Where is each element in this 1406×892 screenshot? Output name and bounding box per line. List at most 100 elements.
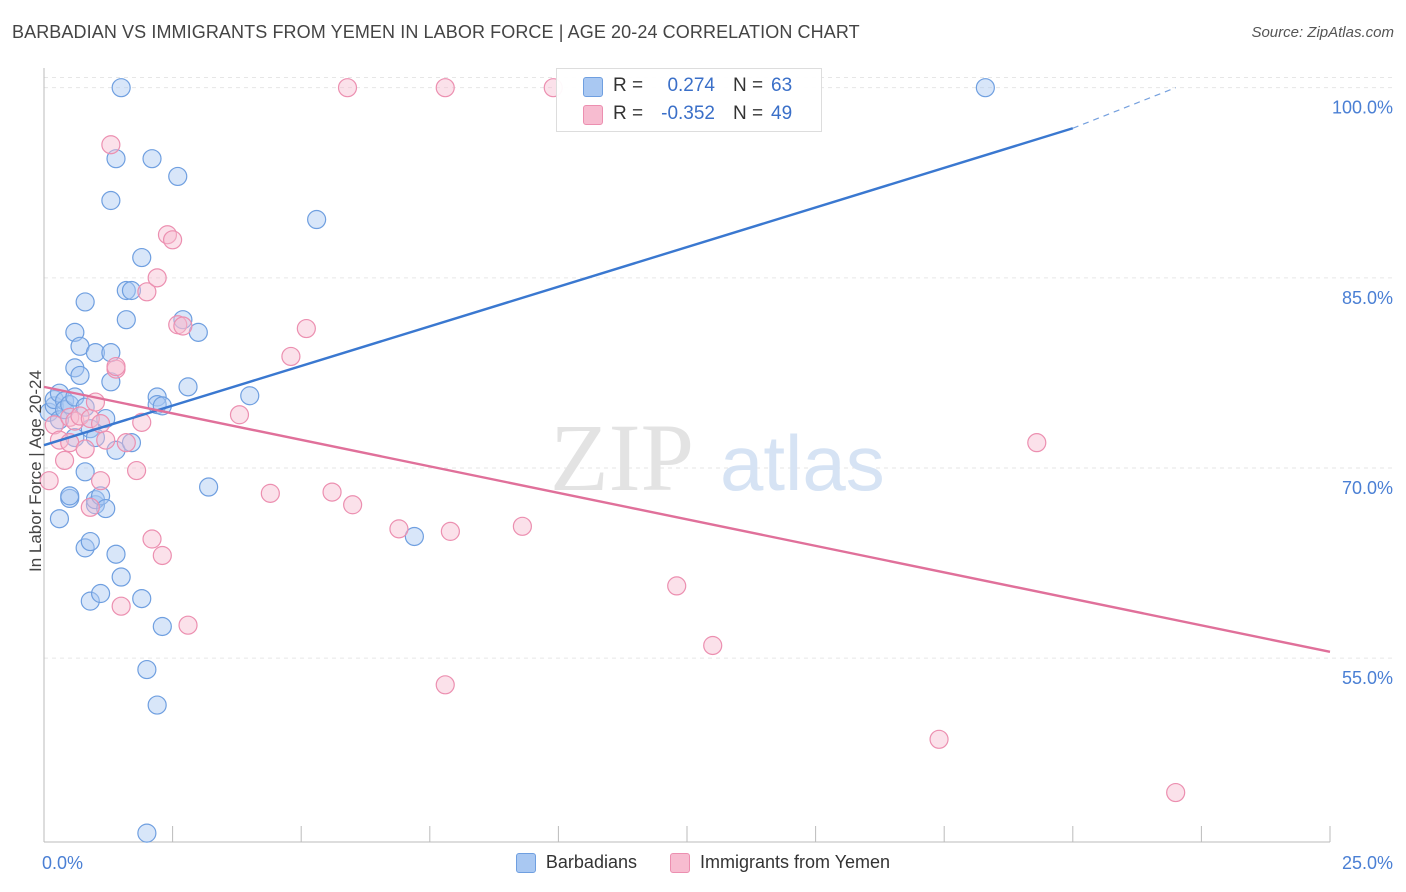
- point-s1-47: [1166, 782, 1186, 803]
- point-s1-44: [703, 635, 723, 656]
- point-s1-46: [1027, 433, 1047, 453]
- point-s0-48: [147, 695, 167, 715]
- legend-item-yemen[interactable]: Immigrants from Yemen: [670, 852, 890, 873]
- watermark: ZIP atlas: [550, 404, 885, 511]
- point-s1-20: [132, 412, 152, 432]
- watermark-atlas: atlas: [720, 419, 885, 507]
- point-s0-26: [90, 583, 111, 604]
- tick-labels: 55.0% 70.0% 85.0% 100.0% 0.0% 25.0%: [42, 98, 1393, 873]
- point-s1-10: [80, 497, 100, 517]
- r-label: R =: [613, 103, 644, 124]
- point-s1-39: [435, 675, 455, 695]
- point-s0-5: [49, 509, 70, 529]
- point-s1-19: [126, 460, 147, 481]
- point-s1-34: [322, 482, 342, 502]
- data-points: [39, 78, 1186, 843]
- point-s0-41: [132, 588, 152, 609]
- legend-item-barbadians[interactable]: Barbadians: [515, 852, 637, 873]
- point-s1-32: [281, 346, 301, 367]
- point-s0-50: [168, 166, 188, 187]
- point-s1-22: [142, 529, 162, 549]
- point-s0-15: [70, 365, 90, 386]
- x-tick-label-0: 0.0%: [42, 853, 83, 873]
- point-s1-40: [440, 521, 460, 541]
- y-tick-label-2: 85.0%: [1342, 288, 1393, 308]
- trend-line-s1: [43, 385, 1331, 654]
- point-s1-33: [296, 318, 316, 339]
- point-s0-42: [132, 247, 152, 268]
- point-s1-35: [337, 78, 358, 98]
- watermark-zip: ZIP: [550, 404, 694, 511]
- stats-swatch-yemen: [583, 105, 603, 125]
- point-s1-8: [75, 439, 95, 459]
- point-s0-10: [60, 486, 80, 506]
- legend-label-yemen: Immigrants from Yemen: [700, 852, 891, 872]
- point-s0-0: [39, 402, 59, 422]
- point-s1-29: [178, 615, 198, 635]
- point-s1-3: [54, 450, 75, 471]
- legend-swatch-yemen: [670, 852, 690, 873]
- point-s0-46: [147, 387, 167, 407]
- point-s1-26: [163, 230, 183, 250]
- point-s0-35: [111, 78, 131, 98]
- r-value: -0.352: [661, 103, 715, 124]
- trend-lines: [43, 87, 1331, 654]
- n-value: 63: [771, 75, 793, 96]
- point-s0-32: [106, 544, 126, 564]
- point-s1-12: [90, 471, 111, 491]
- point-s1-14: [101, 135, 121, 155]
- point-s0-18: [75, 538, 95, 558]
- point-s0-24: [85, 495, 106, 515]
- legend-label-barbadians: Barbadians: [545, 852, 637, 872]
- point-s0-17: [75, 462, 95, 482]
- point-s0-33: [106, 440, 126, 460]
- point-s0-36: [111, 567, 131, 587]
- trend-extension-s0: [1072, 87, 1176, 129]
- grid-lines: [44, 77, 1392, 659]
- point-s0-44: [137, 823, 157, 843]
- point-s0-54: [199, 477, 219, 497]
- point-s0-57: [404, 526, 424, 547]
- n-value: 49: [771, 103, 793, 124]
- point-s1-45: [929, 729, 949, 749]
- point-s0-56: [307, 209, 327, 230]
- bottom-legend: Barbadians Immigrants from Yemen: [0, 852, 1406, 878]
- point-s1-37: [389, 519, 409, 539]
- point-s0-20: [80, 531, 100, 552]
- point-s1-0: [39, 471, 59, 491]
- point-s1-30: [229, 405, 250, 425]
- chart-title: BARBADIAN VS IMMIGRANTS FROM YEMEN IN LA…: [12, 22, 860, 42]
- point-s1-31: [260, 483, 280, 503]
- point-s1-13: [96, 430, 116, 450]
- stats-row-yemen: R = -0.352 N = 49: [557, 100, 821, 128]
- y-axis-label: In Labor Force | Age 20-24: [26, 370, 45, 572]
- point-s1-18: [116, 433, 136, 453]
- n-label: N =: [733, 103, 764, 124]
- point-s0-43: [137, 659, 157, 680]
- stats-row-barbadians: R = 0.274 N = 63: [557, 72, 821, 100]
- r-value: 0.274: [667, 75, 715, 96]
- r-label: R =: [613, 75, 644, 96]
- trend-line-s0: [43, 127, 1074, 447]
- point-s1-1: [44, 415, 64, 435]
- point-s1-38: [435, 78, 455, 98]
- stats-swatch-barbadians: [583, 77, 603, 97]
- point-s0-2: [44, 389, 64, 410]
- point-s0-38: [116, 280, 136, 301]
- y-tick-label-3: 100.0%: [1332, 98, 1393, 118]
- point-s1-23: [147, 268, 167, 288]
- y-tick-label-0: 55.0%: [1342, 668, 1393, 688]
- point-s1-17: [111, 596, 131, 616]
- stats-legend: R = 0.274 N = 63 R = -0.352 N = 49: [556, 68, 822, 132]
- point-s0-52: [178, 377, 198, 397]
- point-s1-4: [60, 407, 80, 427]
- x-tick-label-1: 25.0%: [1342, 853, 1393, 873]
- legend-swatch-barbadians: [515, 852, 536, 873]
- point-s0-28: [96, 498, 116, 519]
- point-s1-28: [173, 316, 193, 336]
- point-s1-36: [343, 495, 363, 515]
- point-s1-41: [512, 516, 532, 536]
- point-s0-39: [121, 280, 142, 301]
- point-s0-30: [101, 190, 121, 211]
